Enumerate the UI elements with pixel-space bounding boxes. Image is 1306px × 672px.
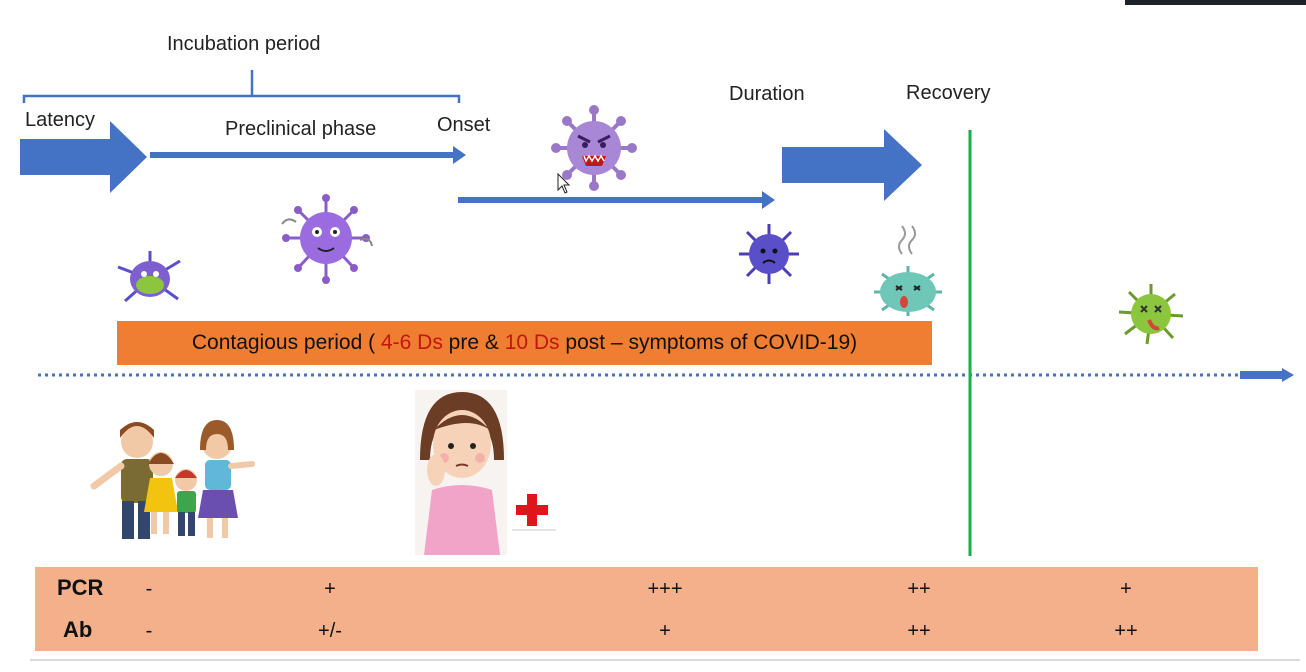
virus-icon	[117, 251, 181, 303]
family-icon	[90, 420, 255, 539]
duration-arrow	[458, 191, 775, 209]
virus-icon	[874, 225, 942, 316]
virus-icon	[1118, 284, 1184, 345]
banner-post-days: 10 Ds	[504, 331, 560, 354]
virus-icon	[739, 224, 799, 284]
table-cell: ++	[1114, 620, 1138, 642]
banner-mid: pre &	[442, 331, 505, 354]
table-cell: ++	[907, 578, 931, 600]
table-cell: +	[1120, 578, 1132, 600]
banner-prefix: Contagious period (	[191, 331, 381, 354]
virus-icon	[281, 194, 373, 284]
latency-label: Latency	[25, 109, 96, 131]
latency-arrow	[20, 121, 147, 193]
red-cross-icon	[512, 494, 556, 531]
duration-label: Duration	[729, 83, 805, 105]
preclinical-arrow	[150, 146, 466, 164]
table-cell: -	[145, 578, 153, 600]
row-header-pcr: PCR	[57, 575, 104, 600]
table-cell: -	[145, 620, 153, 642]
table-cell: +	[659, 620, 671, 642]
timeline-arrowhead	[1240, 368, 1294, 382]
virus-icon	[551, 105, 637, 191]
incubation-bracket	[22, 70, 461, 103]
window-edge-bar	[1125, 0, 1306, 5]
recovery-label: Recovery	[906, 82, 991, 104]
banner-suffix: post – symptoms of COVID-19)	[559, 331, 858, 354]
table-cell: +/-	[318, 620, 342, 642]
test-results-table: PCR - + +++ ++ + Ab - +/- + ++ ++	[35, 567, 1258, 651]
table-cell: +	[324, 578, 336, 600]
sick-woman-icon	[415, 390, 507, 555]
recovery-arrow	[782, 129, 922, 201]
table-cell: +++	[647, 578, 683, 600]
row-header-ab: Ab	[63, 617, 93, 642]
onset-label: Onset	[437, 114, 491, 136]
banner-pre-days: 4-6 Ds	[380, 331, 443, 354]
mouse-cursor-icon	[557, 172, 571, 194]
bottom-divider	[30, 659, 1300, 661]
preclinical-phase-label: Preclinical phase	[225, 118, 377, 140]
contagious-period-banner: Contagious period ( 4-6 Ds pre & 10 Ds p…	[117, 321, 932, 365]
table-cell: ++	[907, 620, 931, 642]
incubation-period-label: Incubation period	[167, 33, 321, 55]
